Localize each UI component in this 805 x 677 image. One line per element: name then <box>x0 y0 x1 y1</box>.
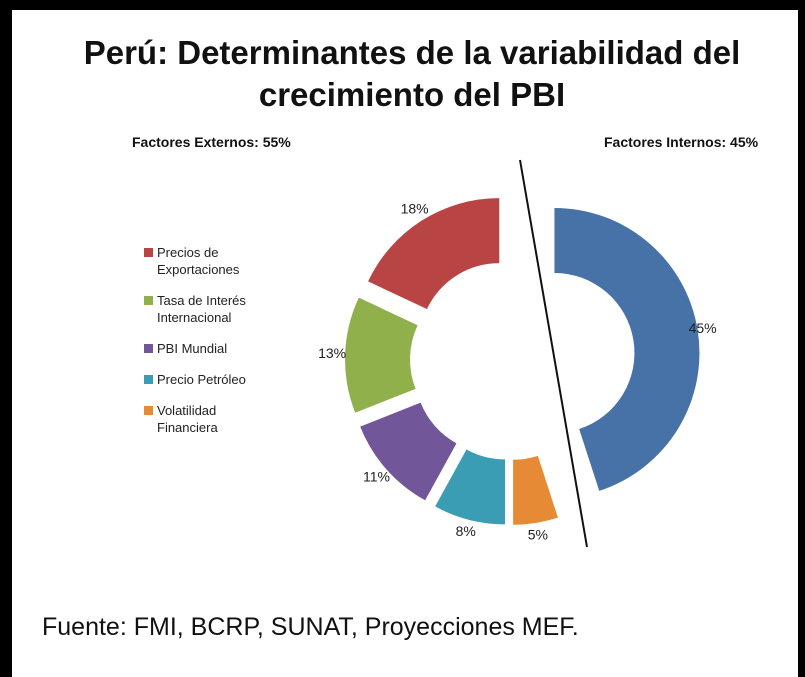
legend-swatch <box>144 375 153 384</box>
data-label: 8% <box>456 523 476 539</box>
divider <box>519 159 588 548</box>
legend-swatch <box>144 344 153 353</box>
data-label: 13% <box>318 345 346 361</box>
legend-label: Volatilidad Financiera <box>157 403 218 435</box>
frame: 18% 13% 11% 8% 5% 45% Perú: Determinantes de … <box>12 10 798 677</box>
data-label: 45% <box>689 320 717 336</box>
donut-segment <box>368 198 500 310</box>
right-heading: Factores Internos: 45% <box>604 134 759 150</box>
legend-label: Tasa de Interés Internacional <box>157 293 246 325</box>
legend: Precios de Exportaciones Tasa de Interés … <box>144 244 274 450</box>
donut-segment <box>435 449 506 525</box>
legend-item: Volatilidad Financiera <box>144 402 274 436</box>
donut-segment <box>345 297 418 413</box>
legend-swatch <box>144 248 153 257</box>
legend-label: Precios de Exportaciones <box>157 245 240 277</box>
legend-item: Tasa de Interés Internacional <box>144 292 274 326</box>
legend-swatch <box>144 296 153 305</box>
legend-swatch <box>144 406 153 415</box>
legend-item: Precios de Exportaciones <box>144 244 274 278</box>
legend-item: PBI Mundial <box>144 340 274 357</box>
donut-segment <box>360 402 457 501</box>
legend-label: PBI Mundial <box>157 341 228 356</box>
source: Fuente: FMI, BCRP, SUNAT, Proyecciones M… <box>42 613 579 641</box>
data-label: 18% <box>401 200 429 216</box>
left-heading: Factores Externos: 55% <box>132 134 291 150</box>
legend-item: Precio Petróleo <box>144 371 274 388</box>
data-label: 11% <box>363 468 390 484</box>
chart: 18% 13% 11% 8% 5% 45% <box>318 159 717 548</box>
legend-label: Precio Petróleo <box>157 372 246 387</box>
donut-segment <box>513 455 558 525</box>
donut-segment <box>554 207 700 491</box>
data-label: 5% <box>528 527 548 543</box>
chart-title: Perú: Determinantes de la variabilidad d… <box>83 34 741 113</box>
